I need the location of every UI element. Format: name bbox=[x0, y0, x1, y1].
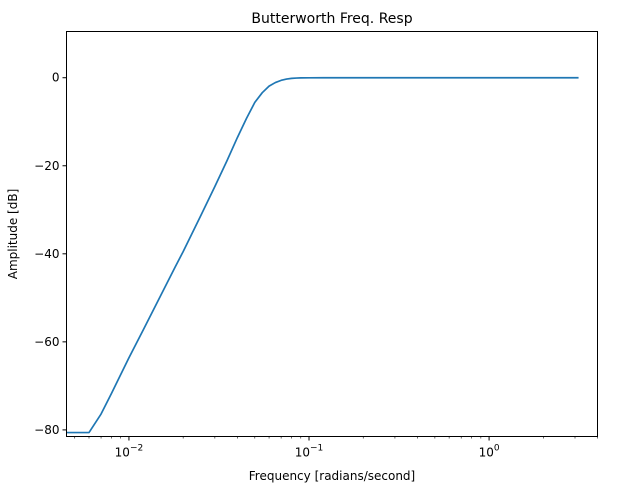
y-tick-label-4: −80 bbox=[34, 423, 59, 437]
y-tick-label-1: −20 bbox=[34, 159, 59, 173]
x-tick-label-1: 10−1 bbox=[295, 444, 324, 460]
x-axis-title: Frequency [radians/second] bbox=[249, 469, 415, 483]
chart-title: Butterworth Freq. Resp bbox=[251, 11, 412, 27]
y-tick-label-0: 0 bbox=[52, 71, 60, 85]
x-ticks: 10−2 10−1 100 bbox=[74, 436, 598, 460]
y-tick-label-2: −40 bbox=[34, 247, 59, 261]
y-ticks: 0 −20 −40 −60 −80 bbox=[34, 71, 67, 437]
plot-frame bbox=[66, 31, 598, 437]
y-axis-title: Amplitude [dB] bbox=[6, 189, 20, 280]
x-tick-label-0: 10−2 bbox=[115, 444, 144, 460]
series-line-0 bbox=[66, 76, 579, 434]
y-tick-label-3: −60 bbox=[34, 335, 59, 349]
series-layer bbox=[66, 76, 579, 434]
plot-area bbox=[66, 31, 598, 437]
x-tick-label-2: 100 bbox=[479, 444, 500, 460]
